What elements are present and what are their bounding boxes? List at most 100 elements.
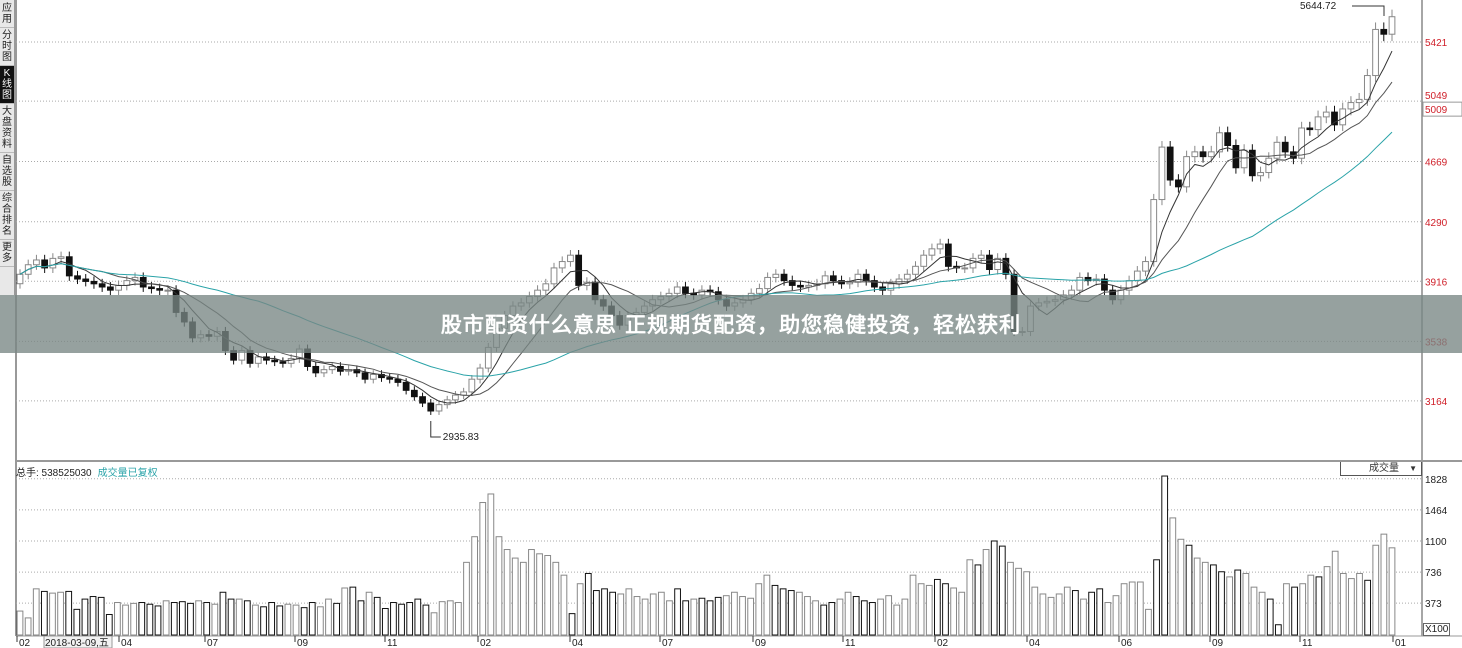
low-marker-line: [430, 421, 441, 438]
volume-bar: [252, 604, 259, 636]
candle-body: [772, 273, 780, 278]
volume-bar: [1315, 576, 1323, 636]
candle-body: [1199, 151, 1207, 158]
volume-bar: [682, 600, 690, 636]
volume-bar: [1274, 624, 1282, 636]
candle-body: [887, 283, 895, 291]
candle-body: [542, 283, 550, 291]
volume-bar: [122, 604, 129, 636]
volume-bar: [869, 602, 876, 636]
volume-bar: [1047, 596, 1055, 636]
indicator-select[interactable]: 成交量 ▼: [1340, 462, 1422, 476]
volume-bar: [982, 549, 990, 636]
sidebar-item-5[interactable]: 综合排名: [0, 191, 14, 240]
volume-bar: [300, 607, 308, 636]
date-tick-label: 02: [480, 638, 492, 648]
volume-bar: [893, 604, 901, 636]
volume-bar: [1023, 571, 1031, 636]
volume-bar: [32, 588, 40, 636]
candle-body: [57, 256, 65, 259]
sidebar-item-0[interactable]: 应用: [0, 0, 14, 28]
candle-body: [1216, 132, 1223, 153]
volume-bar: [276, 605, 284, 636]
volume-bar: [528, 549, 535, 636]
price-tick-label: 5009: [1425, 105, 1448, 116]
candle-body: [829, 275, 837, 282]
volume-bar: [731, 591, 738, 636]
volume-bar: [1307, 574, 1315, 636]
volume-bar: [446, 600, 454, 636]
volume-bar: [211, 603, 219, 636]
candle-body: [788, 280, 796, 286]
candle-body: [74, 275, 81, 280]
volume-bar: [1201, 561, 1209, 636]
candle-body: [254, 356, 262, 364]
volume-bar: [584, 572, 592, 636]
candle-body: [912, 265, 919, 275]
sidebar-item-1[interactable]: 分时图: [0, 28, 14, 66]
volume-tick-label: 373: [1425, 599, 1442, 610]
date-tick-label: 11: [1302, 638, 1313, 648]
volume-bar: [666, 600, 673, 636]
volume-bar: [24, 617, 32, 636]
candle-body: [567, 254, 574, 263]
sidebar-item-2[interactable]: K线图: [0, 66, 14, 104]
volume-bar: [146, 603, 154, 636]
volume-bar: [1161, 475, 1169, 636]
volume-bar: [836, 598, 844, 636]
sidebar-item-3[interactable]: 大盘资料: [0, 104, 14, 153]
volume-bar: [1031, 586, 1039, 636]
indicator-select-value: 成交量: [1369, 463, 1399, 474]
candle-body: [410, 389, 418, 398]
date-tick-label: 09: [1212, 638, 1224, 648]
candle-body: [1273, 141, 1281, 159]
volume-bar: [1055, 593, 1063, 636]
volume-bar: [877, 598, 884, 636]
sidebar-item-4[interactable]: 自选股: [0, 153, 14, 191]
volume-bar: [1258, 591, 1266, 636]
candle-body: [328, 365, 336, 371]
volume-bar: [406, 602, 414, 636]
volume-bar: [398, 603, 405, 636]
candle-body: [756, 288, 763, 294]
candle-body: [1322, 111, 1330, 118]
volume-bar: [674, 588, 681, 636]
candle-body: [1133, 270, 1141, 282]
date-tick-label: 04: [572, 638, 584, 648]
candle-body: [1331, 111, 1338, 126]
candle-body: [1306, 127, 1314, 131]
candle-body: [1388, 16, 1396, 35]
volume-bar: [755, 583, 763, 636]
price-tick-label: 5421: [1425, 38, 1448, 49]
candle-body: [1175, 179, 1182, 188]
volume-bar: [195, 600, 202, 636]
volume-bar: [341, 587, 349, 636]
volume-bar: [942, 583, 949, 636]
candle-body: [944, 243, 952, 267]
date-tick-label: 02: [19, 638, 31, 648]
candle-body: [1314, 116, 1322, 131]
candle-body: [1002, 257, 1010, 275]
candle-body: [386, 377, 394, 380]
volume-bar: [593, 590, 600, 636]
high-price-label: 5644.72: [1300, 1, 1337, 12]
volume-bar: [917, 583, 925, 636]
volume-bar: [544, 555, 552, 636]
candle-body: [1298, 127, 1306, 159]
volume-bar: [1080, 598, 1087, 636]
volume-bar: [1128, 581, 1136, 636]
volume-bar: [1323, 566, 1331, 636]
low-price-label: 2935.83: [443, 432, 480, 443]
volume-bar: [990, 540, 998, 636]
candle-body: [1363, 75, 1371, 100]
sidebar-item-6[interactable]: 更多: [0, 240, 14, 267]
candle-body: [271, 359, 279, 363]
volume-bar: [97, 596, 105, 636]
volume-bar: [779, 588, 787, 636]
volume-bar: [885, 595, 893, 636]
candle-body: [452, 394, 459, 401]
volume-bar: [40, 590, 48, 636]
volume-bar: [812, 600, 819, 636]
date-tick-label: 07: [662, 638, 674, 648]
